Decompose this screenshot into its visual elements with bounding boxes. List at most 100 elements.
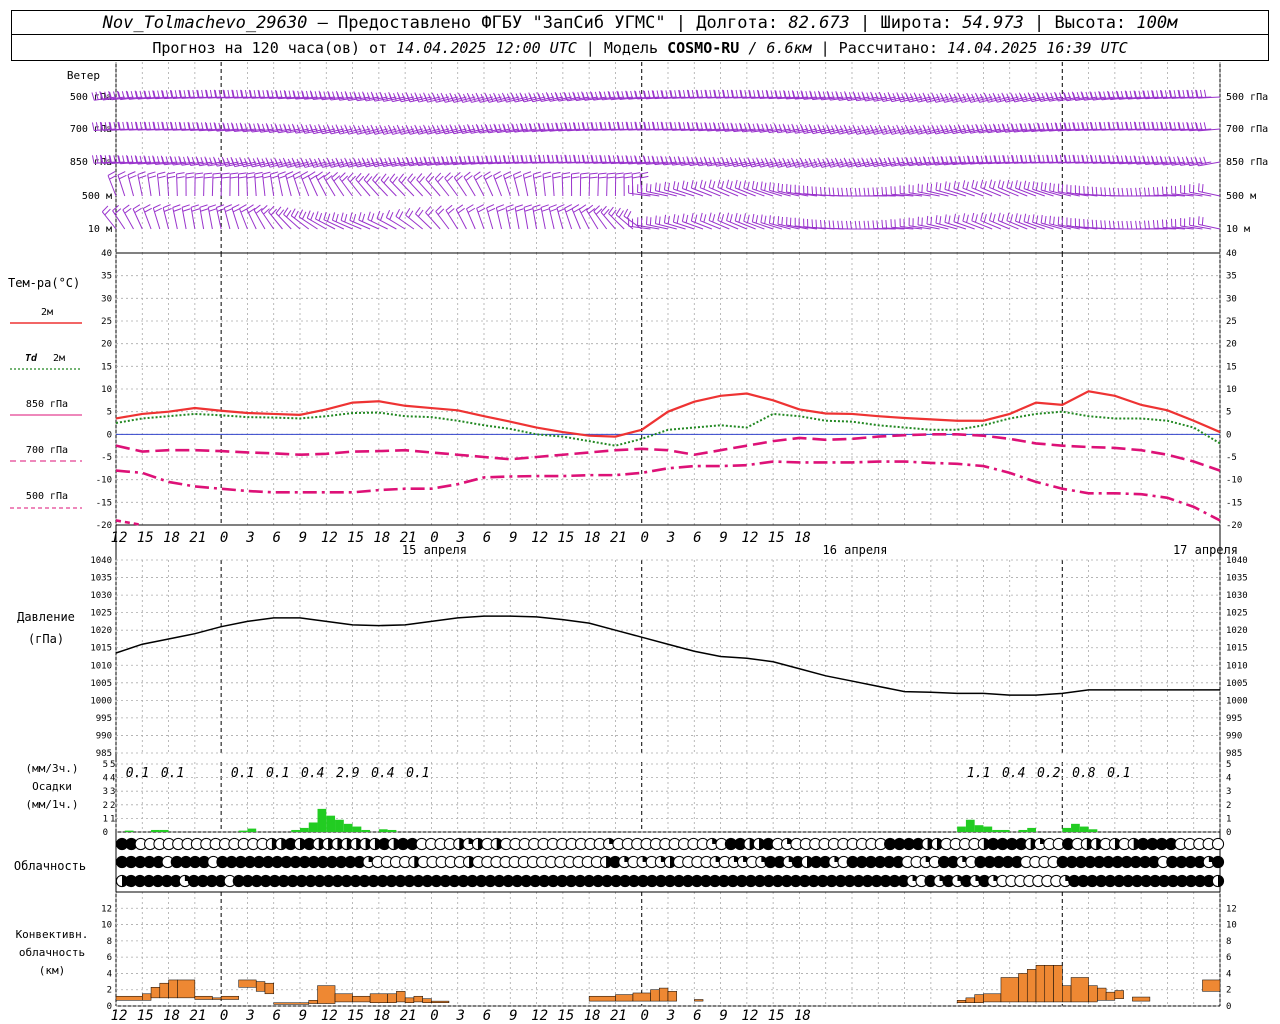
wind-barb <box>1180 184 1203 197</box>
wind-barb <box>231 204 241 230</box>
wind-barb <box>561 172 571 197</box>
temp-hour-label: 12 <box>741 530 758 546</box>
wind-barb <box>654 182 677 197</box>
wind-level-label-left: 500 гПа <box>70 92 112 103</box>
wind-barb <box>1064 122 1089 132</box>
wind-barb <box>906 156 931 167</box>
wind-barb <box>579 172 589 197</box>
cloud-symbol <box>1080 837 1093 851</box>
temp-hour-label: 15 <box>557 530 574 546</box>
precip-3h-total: 0.2 <box>1037 766 1061 781</box>
wind-barb <box>215 204 226 230</box>
wind-barb <box>126 155 152 165</box>
wind-barb <box>944 181 967 197</box>
wind-barb <box>949 92 975 103</box>
wind-barb <box>555 91 581 102</box>
wind-barb <box>354 91 379 102</box>
wind-barb <box>1177 156 1203 166</box>
wind-barb <box>445 204 459 230</box>
wind-barb <box>696 122 721 132</box>
wind-barb <box>588 172 598 197</box>
wind-barb <box>792 90 818 100</box>
precip-bar <box>335 819 344 832</box>
wind-barb <box>477 155 502 165</box>
bottom-hour-label: 18 <box>373 1008 390 1024</box>
wind-barb <box>283 157 309 168</box>
convective-block <box>1202 979 1221 992</box>
wind-barb <box>757 157 783 168</box>
temp-tick-right: -5 <box>1226 453 1237 463</box>
precip-tick-left-half: 4 <box>110 774 115 784</box>
precip-3h-total: 1.1 <box>967 766 990 781</box>
bottom-hour-label: 9 <box>509 1008 517 1024</box>
pressure-tick-left: 1015 <box>90 644 112 654</box>
wind-barb <box>1040 181 1063 197</box>
wind-barb <box>319 124 344 135</box>
wind-barb <box>301 124 327 134</box>
precip-bar <box>974 825 984 832</box>
pressure-tick-left: 1040 <box>90 556 112 566</box>
wind-barb <box>118 155 143 165</box>
wind-barb <box>248 157 274 168</box>
wind-barb <box>661 155 686 166</box>
bottom-hour-label: 3 <box>245 1008 254 1024</box>
wind-barb <box>187 156 213 166</box>
wind-barb <box>1195 156 1221 167</box>
wind-barb <box>835 157 861 168</box>
wind-barb <box>323 211 345 230</box>
precip-bar <box>159 829 169 832</box>
wind-barb <box>292 171 302 197</box>
wind-barb <box>345 124 371 135</box>
pressure-tick-left: 1005 <box>90 679 112 689</box>
wind-barb <box>800 157 826 168</box>
wind-barb <box>713 156 739 167</box>
wind-barb <box>424 124 450 135</box>
convective-block <box>1088 985 1098 1003</box>
wind-barb <box>1057 216 1080 230</box>
wind-barb <box>222 157 248 167</box>
cloud-symbol-circle <box>1211 855 1225 869</box>
wind-barb <box>185 172 195 197</box>
wind-barb <box>523 204 533 230</box>
wind-barb <box>199 204 209 230</box>
wind-barb <box>1014 180 1037 197</box>
wind-barb <box>879 92 905 102</box>
cloud-symbol <box>921 837 934 851</box>
wind-barb <box>91 91 117 101</box>
wind-barb <box>1126 220 1150 230</box>
precip-3h-total: 0.4 <box>1002 766 1025 781</box>
temp-series-t700 <box>115 460 1221 522</box>
precip-bar <box>1018 829 1028 832</box>
temp-hour-label: 21 <box>189 530 206 546</box>
convective-block <box>273 1002 310 1005</box>
temp-hour-label: 9 <box>509 530 517 546</box>
wind-barb <box>984 92 1010 103</box>
wind-barb <box>142 204 152 230</box>
precip-3h-total: 0.1 <box>406 766 429 781</box>
wind-barb <box>635 90 660 100</box>
convective-block <box>1132 996 1151 1002</box>
precip-bar <box>378 829 388 832</box>
wind-barb <box>340 212 362 230</box>
wind-barb <box>740 89 765 99</box>
wind-barb <box>181 204 191 230</box>
precip-3h-total: 0.4 <box>371 766 394 781</box>
wind-barb <box>546 91 572 102</box>
wind-barb <box>917 183 940 197</box>
wind-barb <box>362 91 388 102</box>
pressure-tick-right: 1040 <box>1226 556 1248 566</box>
wind-barb <box>870 124 896 135</box>
wind-barb <box>783 123 809 134</box>
wind-barb <box>137 171 147 197</box>
wind-barb <box>1073 154 1098 164</box>
bottom-hour-label: 15 <box>768 1008 785 1024</box>
wind-barb <box>1032 181 1054 197</box>
wind-barb <box>301 157 327 168</box>
wind-barb <box>828 220 853 230</box>
wind-barb <box>1116 90 1142 100</box>
wind-barb <box>809 157 835 168</box>
precip-bar <box>308 822 318 832</box>
wind-barb <box>932 92 958 103</box>
wind-barb <box>836 91 861 101</box>
wind-barb <box>380 173 397 197</box>
